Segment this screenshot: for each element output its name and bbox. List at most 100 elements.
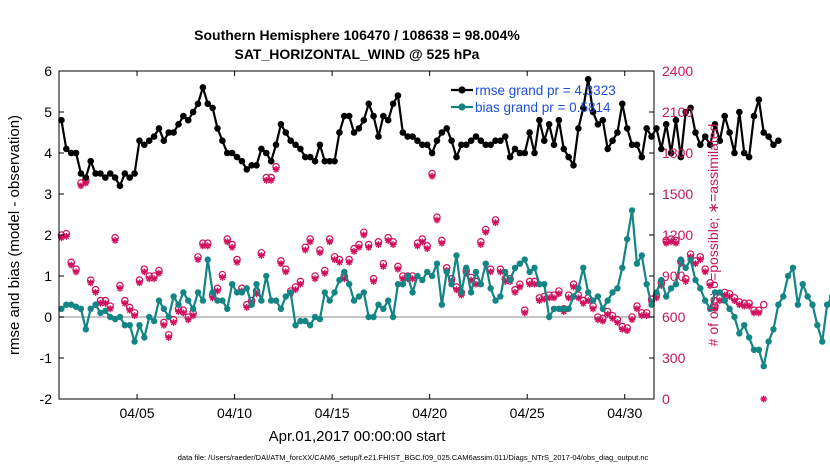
obs-asterisk-stroke [697, 256, 704, 263]
rmse-point [360, 116, 368, 124]
obs-asterisk-stroke [68, 262, 75, 268]
rmse-point [316, 141, 324, 149]
obs-assimilated-point [150, 275, 158, 283]
bias-point [702, 297, 709, 304]
rmse-point [175, 121, 182, 128]
obs-assimilated-point [355, 243, 363, 251]
obs-asterisk-stroke [87, 279, 94, 286]
bias-point [204, 256, 211, 263]
rmse-point [384, 116, 392, 124]
bias-point [248, 301, 255, 308]
rmse-point [350, 129, 358, 136]
rmse-point [579, 104, 587, 112]
obs-asterisk-stroke [107, 305, 114, 312]
rmse-point [623, 125, 631, 132]
bias-point [360, 289, 368, 296]
bias-point [141, 334, 148, 341]
obs-asterisk-stroke [165, 334, 172, 341]
bias-point [180, 289, 187, 296]
obs-assimilated-point [243, 304, 251, 311]
rmse-point [111, 174, 119, 181]
bias-point [619, 264, 626, 271]
bias-point [677, 256, 685, 263]
bias-point [755, 346, 763, 353]
bias-point [775, 301, 782, 308]
bias-point [116, 313, 124, 321]
obs-asterisk-stroke [307, 238, 314, 245]
obs-assimilated-point [131, 312, 138, 320]
bias-point [633, 260, 641, 267]
bias-point [150, 317, 158, 325]
obs-assimilated-point [218, 273, 226, 281]
rmse-point [180, 112, 187, 120]
bias-point [511, 264, 519, 271]
obs-asterisk-stroke [429, 173, 435, 180]
rmse-point [243, 166, 251, 173]
rmse-point [282, 129, 290, 136]
obs-asterisk-stroke [555, 290, 562, 297]
obs-assimilated-point [336, 258, 343, 266]
rmse-point [287, 137, 294, 144]
obs-count-layer [57, 162, 768, 403]
rmse-point [755, 96, 763, 103]
bias-point [409, 289, 416, 296]
rmse-point [643, 125, 650, 132]
obs-assimilated-point [394, 265, 402, 273]
bias-point [589, 297, 597, 304]
obs-asterisk-stroke [419, 238, 426, 245]
obs-assimilated-point [326, 238, 334, 246]
obs-assimilated-point [277, 260, 285, 268]
bias-point [414, 272, 421, 280]
y-tick-label: 6 [44, 63, 52, 79]
rmse-point [667, 149, 675, 157]
obs-assimilated-point [623, 327, 631, 335]
obs-asterisk-stroke [336, 259, 343, 266]
obs-assimilated-point [72, 268, 80, 276]
rmse-point [141, 141, 148, 149]
bias-point [580, 264, 587, 271]
bias-point [760, 363, 767, 370]
bias-point [306, 322, 314, 329]
rmse-point [365, 100, 372, 108]
rmse-point [721, 112, 729, 120]
bias-point [458, 289, 465, 296]
rmse-point [199, 84, 207, 91]
obs-assimilated-point [516, 283, 524, 291]
bias-point [814, 322, 821, 329]
rmse-point [194, 100, 202, 108]
obs-asterisk-stroke [360, 232, 367, 238]
rmse-point [82, 174, 90, 181]
rmse-point [453, 153, 460, 161]
obs-assimilated-point [360, 231, 368, 239]
rmse-point [145, 137, 153, 144]
obs-asterisk-stroke [682, 278, 689, 285]
obs-asterisk-stroke [321, 270, 328, 277]
bias-point [736, 330, 743, 337]
x-tick-label: 04/05 [120, 405, 155, 421]
obs-asterisk-stroke [199, 243, 206, 249]
rmse-point [219, 137, 226, 144]
bias-point [102, 307, 109, 315]
obs-assimilated-point [428, 172, 436, 180]
obs-assimilated-point [438, 239, 446, 247]
bias-point [784, 272, 792, 280]
obs-asterisk-stroke [282, 269, 289, 275]
rmse-point [58, 116, 65, 124]
rmse-point [638, 153, 646, 161]
bias-point [804, 293, 811, 300]
x-tick-label: 04/25 [510, 405, 545, 421]
obs-asterisk-stroke [63, 233, 70, 240]
obs-assimilated-point [550, 294, 558, 302]
bias-point [516, 260, 524, 267]
obs-asterisk-stroke [370, 278, 377, 285]
obs-asterisk-stroke [755, 310, 762, 316]
y2-tick-label: 0 [662, 391, 670, 407]
obs-asterisk-stroke [638, 312, 645, 319]
obs-asterisk-stroke [595, 316, 601, 323]
obs-asterisk-stroke [516, 284, 523, 290]
rmse-point [126, 174, 134, 181]
bias-point [599, 305, 606, 312]
bias-point [380, 305, 387, 312]
bias-point [770, 326, 777, 333]
obs-asterisk-stroke [258, 252, 265, 259]
